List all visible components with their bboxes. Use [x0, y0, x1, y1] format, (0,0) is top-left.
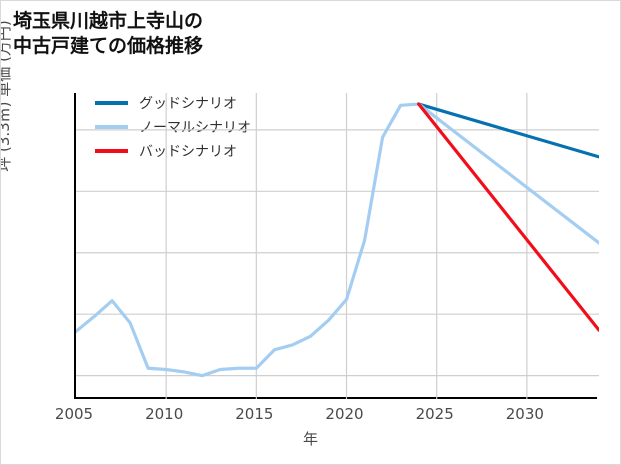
legend-label-bad: バッドシナリオ	[139, 144, 237, 160]
legend-swatch-normal	[95, 125, 128, 129]
x-tick-label: 2020	[325, 405, 364, 423]
y-axis-label: 坪 (3.3㎡) 単価 (万円)	[0, 20, 13, 172]
x-tick-label: 2005	[54, 405, 94, 423]
legend-item-good[interactable]: グッドシナリオ	[95, 91, 305, 115]
x-tick-label: 2010	[145, 405, 184, 423]
plot-area	[74, 93, 599, 399]
legend-item-normal[interactable]: ノーマルシナリオ	[95, 115, 305, 139]
legend-item-bad[interactable]: バッドシナリオ	[95, 139, 305, 163]
x-axis-label: 年	[302, 430, 318, 448]
legend-label-good: グッドシナリオ	[139, 96, 237, 112]
legend-label-normal: ノーマルシナリオ	[139, 120, 251, 136]
legend-swatch-bad	[95, 149, 128, 153]
x-tick-label: 2030	[505, 405, 544, 423]
legend-swatch-good	[95, 101, 128, 105]
chart-canvas	[76, 93, 599, 399]
x-tick-label: 2015	[235, 405, 274, 423]
x-tick-label: 2025	[415, 405, 454, 423]
chart-legend: グッドシナリオ ノーマルシナリオ バッドシナリオ	[95, 91, 305, 163]
page-title: 埼玉県川越市上寺山の 中古戸建ての価格推移	[13, 10, 204, 58]
